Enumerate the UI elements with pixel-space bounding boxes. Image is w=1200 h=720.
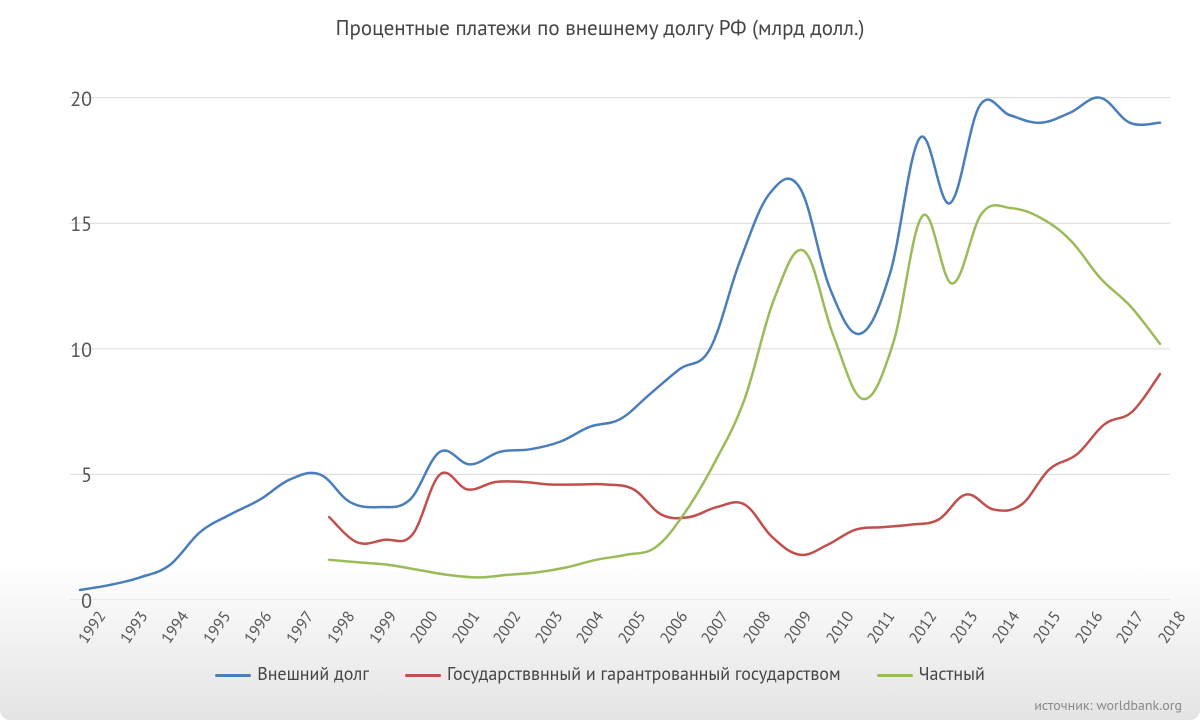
x-tick-label: 2011 — [863, 607, 899, 647]
chart-title: Процентные платежи по внешнему долгу РФ … — [0, 14, 1200, 41]
x-tick-label: 1996 — [240, 607, 276, 647]
y-tick-label: 0 — [52, 588, 92, 614]
legend-item-external: Внешний долг — [215, 662, 369, 685]
x-tick-label: 2002 — [489, 607, 525, 647]
x-tick-label: 2004 — [572, 607, 608, 647]
legend-label: Частный — [919, 662, 985, 685]
x-tick-label: 2012 — [905, 607, 941, 647]
x-tick-label: 2005 — [614, 607, 650, 647]
x-tick-label: 1993 — [116, 607, 152, 647]
x-tick-label: 2003 — [531, 607, 567, 647]
legend-item-government: Государстввнный и гарантрованный государ… — [405, 662, 841, 685]
x-tick-label: 2008 — [739, 607, 775, 647]
series-private — [329, 205, 1160, 577]
chart-plot — [70, 60, 1170, 600]
x-axis-labels: 1992199319941995199619971998199920002001… — [70, 600, 1170, 660]
x-tick-label: 2017 — [1112, 607, 1148, 647]
legend-label: Внешний долг — [257, 662, 369, 685]
x-tick-label: 1998 — [323, 607, 359, 647]
x-tick-label: 2018 — [1154, 607, 1190, 647]
x-tick-label: 2007 — [697, 607, 733, 647]
y-tick-label: 20 — [52, 86, 92, 112]
x-tick-label: 2014 — [988, 607, 1024, 647]
legend-label: Государстввнный и гарантрованный государ… — [447, 662, 841, 685]
x-tick-label: 2006 — [656, 607, 692, 647]
y-tick-label: 10 — [52, 337, 92, 363]
y-tick-label: 5 — [52, 462, 92, 488]
source-label: источник: worldbank.org — [1034, 696, 1182, 714]
x-tick-label: 2000 — [406, 607, 442, 647]
x-tick-label: 1994 — [157, 607, 193, 647]
legend-swatch — [405, 674, 441, 677]
legend-item-private: Частный — [877, 662, 985, 685]
x-tick-label: 1995 — [199, 607, 235, 647]
legend-swatch — [215, 674, 251, 677]
x-tick-label: 2016 — [1071, 607, 1107, 647]
x-tick-label: 2001 — [448, 607, 484, 647]
chart-container: Процентные платежи по внешнему долгу РФ … — [0, 0, 1200, 720]
legend: Внешний долг Государстввнный и гарантрова… — [0, 662, 1200, 685]
x-tick-label: 2010 — [822, 607, 858, 647]
y-tick-label: 15 — [52, 211, 92, 237]
series-external — [80, 97, 1160, 589]
x-tick-label: 1999 — [365, 607, 401, 647]
x-tick-label: 2015 — [1029, 607, 1065, 647]
x-tick-label: 1997 — [282, 607, 318, 647]
x-tick-label: 2009 — [780, 607, 816, 647]
legend-swatch — [877, 674, 913, 677]
x-tick-label: 2013 — [946, 607, 982, 647]
